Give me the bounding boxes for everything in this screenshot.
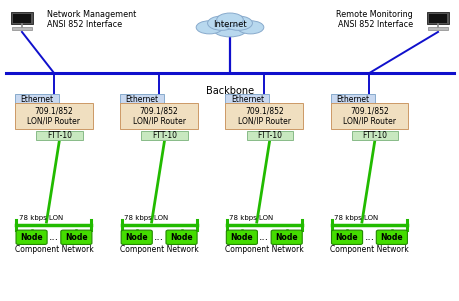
Text: Node: Node [65, 233, 88, 242]
Text: ...: ... [259, 232, 269, 242]
FancyBboxPatch shape [330, 95, 374, 104]
Ellipse shape [196, 21, 222, 34]
Ellipse shape [213, 23, 246, 37]
FancyBboxPatch shape [270, 230, 302, 244]
Text: 709.1/852
LON/IP Router: 709.1/852 LON/IP Router [237, 106, 290, 126]
Text: 709.1/852
LON/IP Router: 709.1/852 LON/IP Router [28, 106, 80, 126]
FancyBboxPatch shape [351, 131, 397, 140]
FancyBboxPatch shape [121, 230, 152, 244]
Text: ...: ... [49, 232, 59, 242]
FancyBboxPatch shape [15, 103, 93, 129]
FancyBboxPatch shape [61, 230, 92, 244]
Text: ...: ... [154, 232, 164, 242]
FancyBboxPatch shape [166, 230, 196, 244]
Text: Node: Node [335, 233, 358, 242]
Text: Internet: Internet [213, 20, 246, 29]
Text: Node: Node [125, 233, 148, 242]
Text: Node: Node [170, 233, 192, 242]
Text: Ethernet: Ethernet [230, 95, 263, 104]
Text: Network Management
ANSI 852 Interface: Network Management ANSI 852 Interface [47, 10, 136, 29]
Text: Ethernet: Ethernet [335, 95, 368, 104]
Text: 78 kbps LON: 78 kbps LON [334, 216, 378, 222]
Text: 78 kbps LON: 78 kbps LON [19, 216, 63, 222]
FancyBboxPatch shape [36, 131, 83, 140]
Ellipse shape [207, 16, 235, 30]
Text: Component Network: Component Network [224, 245, 303, 254]
Text: Backbone: Backbone [206, 86, 253, 96]
FancyBboxPatch shape [426, 12, 448, 24]
Ellipse shape [224, 16, 252, 30]
FancyBboxPatch shape [16, 230, 47, 244]
Text: Component Network: Component Network [15, 245, 93, 254]
Text: Node: Node [275, 233, 297, 242]
Text: ...: ... [364, 232, 374, 242]
Text: Ethernet: Ethernet [125, 95, 158, 104]
Text: FTT-10: FTT-10 [362, 131, 387, 140]
Text: Remote Monitoring
ANSI 852 Interface: Remote Monitoring ANSI 852 Interface [336, 10, 412, 29]
FancyBboxPatch shape [11, 12, 33, 24]
FancyBboxPatch shape [12, 27, 32, 30]
Ellipse shape [216, 13, 243, 26]
FancyBboxPatch shape [226, 230, 257, 244]
FancyBboxPatch shape [331, 230, 362, 244]
Text: Component Network: Component Network [119, 245, 198, 254]
FancyBboxPatch shape [429, 14, 446, 23]
Text: 78 kbps LON: 78 kbps LON [123, 216, 168, 222]
Text: Node: Node [380, 233, 402, 242]
FancyBboxPatch shape [120, 95, 164, 104]
Text: Component Network: Component Network [330, 245, 408, 254]
Text: Node: Node [20, 233, 43, 242]
FancyBboxPatch shape [246, 131, 292, 140]
FancyBboxPatch shape [225, 103, 302, 129]
FancyBboxPatch shape [330, 103, 408, 129]
FancyBboxPatch shape [427, 27, 447, 30]
Text: 709.1/852
LON/IP Router: 709.1/852 LON/IP Router [132, 106, 185, 126]
FancyBboxPatch shape [141, 131, 188, 140]
Text: Ethernet: Ethernet [21, 95, 54, 104]
Text: 78 kbps LON: 78 kbps LON [229, 216, 273, 222]
Text: 709.1/852
LON/IP Router: 709.1/852 LON/IP Router [342, 106, 395, 126]
Ellipse shape [237, 21, 263, 34]
FancyBboxPatch shape [13, 14, 30, 23]
FancyBboxPatch shape [225, 95, 269, 104]
FancyBboxPatch shape [375, 230, 407, 244]
FancyBboxPatch shape [120, 103, 197, 129]
Text: FTT-10: FTT-10 [152, 131, 177, 140]
Text: FTT-10: FTT-10 [47, 131, 72, 140]
Text: Node: Node [230, 233, 252, 242]
Text: FTT-10: FTT-10 [257, 131, 282, 140]
FancyBboxPatch shape [15, 95, 59, 104]
